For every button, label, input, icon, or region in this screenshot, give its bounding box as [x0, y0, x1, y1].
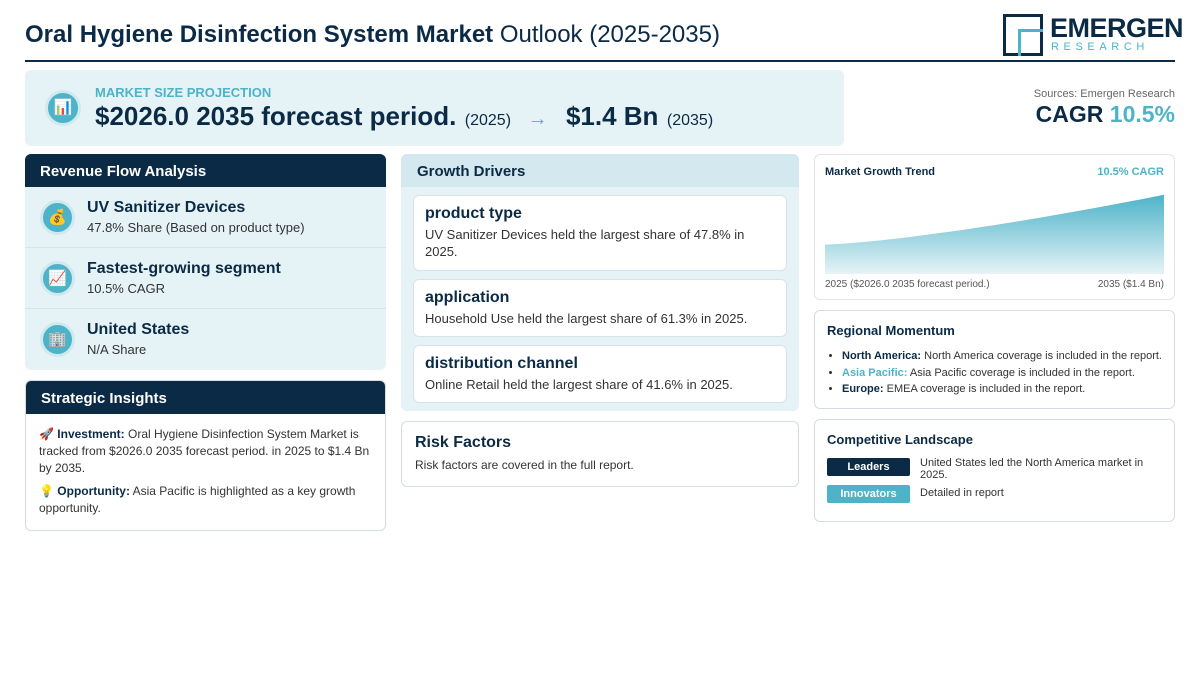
page-title-bold: Oral Hygiene Disinfection System Market	[25, 21, 494, 48]
region-item: Europe: EMEA coverage is included in the…	[842, 381, 1162, 398]
trend-start-label: 2025 ($2026.0 2035 forecast period.)	[825, 279, 990, 290]
competitive-text: United States led the North America mark…	[920, 457, 1144, 481]
growth-trend-chart	[825, 194, 1164, 274]
revenue-item-sub: N/A Share	[87, 342, 147, 357]
driver-text: UV Sanitizer Devices held the largest sh…	[425, 227, 745, 259]
trend-end-label: 2035 ($1.4 Bn)	[1097, 279, 1164, 290]
region-text: EMEA coverage is included in the report.	[886, 383, 1086, 395]
revenue-item: 💰 UV Sanitizer Devices 47.8% Share (Base…	[25, 187, 386, 248]
region-name: Asia Pacific:	[842, 366, 908, 379]
driver-item: distribution channel Online Retail held …	[413, 345, 787, 403]
logo-sub-text: RESEARCH	[1051, 41, 1149, 53]
leaders-badge: Leaders	[827, 458, 910, 476]
region-item: Asia Pacific: Asia Pacific coverage is i…	[842, 365, 1162, 382]
competitive-text: Detailed in report	[920, 487, 1004, 499]
cagr-value: 10.5%	[1109, 101, 1175, 127]
building-icon: 🏢	[40, 322, 75, 357]
page-title-rest: Outlook (2025-2035)	[499, 21, 720, 48]
market-growth-trend-card: Market Growth Trend 10.5% CAGR 2025 ($20…	[814, 154, 1175, 300]
bar-chart-icon: 📊	[45, 90, 81, 126]
revenue-item-title: UV Sanitizer Devices	[87, 199, 246, 216]
revenue-flow-card: Revenue Flow Analysis 💰 UV Sanitizer Dev…	[25, 154, 386, 370]
revenue-item: 📈 Fastest-growing segment 10.5% CAGR	[25, 248, 386, 309]
strategic-insights-title: Strategic Insights	[26, 381, 385, 414]
revenue-item-sub: 47.8% Share (Based on product type)	[87, 220, 305, 235]
innovators-badge: Innovators	[827, 485, 910, 503]
page-header: Oral Hygiene Disinfection System Market …	[25, 14, 1184, 62]
region-name: North America:	[842, 350, 922, 362]
region-item: North America: North America coverage is…	[842, 348, 1162, 365]
growth-drivers-card: Growth Drivers product type UV Sanitizer…	[401, 154, 799, 411]
market-size-projection: 📊 MARKET SIZE PROJECTION $2026.0 2035 fo…	[25, 70, 844, 146]
driver-item: application Household Use held the large…	[413, 279, 787, 337]
projection-label: MARKET SIZE PROJECTION	[95, 85, 272, 100]
cagr-summary: CAGR 10.5%	[1036, 101, 1175, 128]
regional-momentum-title: Regional Momentum	[827, 323, 955, 338]
revenue-item: 🏢 United States N/A Share	[25, 309, 386, 370]
driver-title: distribution channel	[425, 355, 578, 372]
opportunity-label: Opportunity:	[57, 484, 130, 498]
projection-value: $2026.0 2035 forecast period. (2025) → $…	[95, 101, 713, 132]
strategic-insights-card: Strategic Insights 🚀 Investment: Oral Hy…	[25, 380, 386, 531]
trend-cagr: 10.5% CAGR	[1097, 166, 1164, 178]
projection-start-year: (2025)	[464, 112, 512, 129]
growth-area	[825, 194, 1164, 274]
growth-drivers-title: Growth Drivers	[401, 154, 799, 187]
opportunity-text: Asia Pacific is highlighted as a key gro…	[39, 484, 356, 515]
projection-start-value: $2026.0 2035 forecast period.	[95, 101, 457, 131]
revenue-item-sub: 10.5% CAGR	[87, 281, 166, 296]
projection-end-value: $1.4 Bn	[565, 101, 659, 131]
region-text: Asia Pacific coverage is included in the…	[909, 366, 1135, 379]
investment-label: Investment:	[57, 427, 125, 441]
risk-factors-text: Risk factors are covered in the full rep…	[415, 458, 634, 472]
regional-momentum-card: Regional Momentum North America: North A…	[814, 310, 1175, 409]
region-text: North America coverage is included in th…	[924, 350, 1162, 362]
revenue-item-title: Fastest-growing segment	[87, 260, 281, 277]
trending-up-icon: 📈	[40, 261, 75, 296]
money-bag-icon: 💰	[40, 200, 75, 235]
region-list: North America: North America coverage is…	[827, 348, 1162, 398]
region-name: Europe:	[842, 383, 884, 395]
competitive-landscape-title: Competitive Landscape	[827, 432, 973, 447]
revenue-flow-title: Revenue Flow Analysis	[25, 154, 386, 187]
opportunity-insight: 💡 Opportunity: Asia Pacific is highlight…	[39, 483, 372, 517]
page-title: Oral Hygiene Disinfection System Market …	[25, 21, 720, 49]
logo-mark-icon	[1003, 14, 1043, 56]
investment-insight: 🚀 Investment: Oral Hygiene Disinfection …	[39, 426, 372, 477]
risk-factors-title: Risk Factors	[415, 434, 512, 451]
trend-title: Market Growth Trend	[825, 166, 936, 178]
projection-end-year: (2035)	[666, 112, 714, 129]
lightbulb-icon: 💡	[39, 484, 54, 498]
logo-main-text: EMERGEN	[1050, 13, 1184, 43]
risk-factors-card: Risk Factors Risk factors are covered in…	[401, 421, 799, 487]
revenue-item-title: United States	[87, 321, 190, 338]
arrow-right-icon: →	[527, 108, 548, 130]
driver-title: product type	[425, 205, 522, 222]
emergen-logo: EMERGEN RESEARCH	[1003, 14, 1184, 56]
competitive-landscape-card: Competitive Landscape Leaders United Sta…	[814, 419, 1175, 522]
driver-item: product type UV Sanitizer Devices held t…	[413, 195, 787, 271]
driver-title: application	[425, 289, 510, 306]
driver-text: Household Use held the largest share of …	[425, 311, 748, 326]
investment-text: Oral Hygiene Disinfection System Market …	[39, 427, 370, 475]
rocket-icon: 🚀	[39, 427, 54, 441]
sources-text: Sources: Emergen Research	[1033, 88, 1175, 100]
driver-text: Online Retail held the largest share of …	[425, 377, 733, 392]
cagr-label: CAGR	[1035, 101, 1104, 127]
